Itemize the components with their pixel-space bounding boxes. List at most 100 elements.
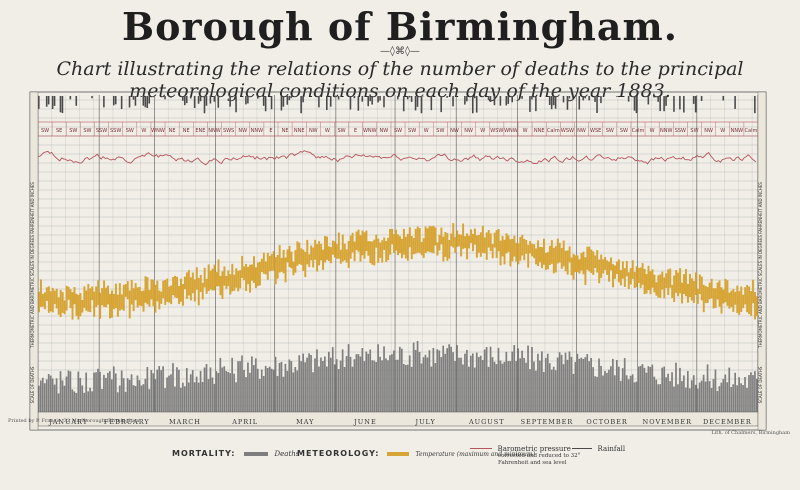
temperature-bar xyxy=(397,234,399,256)
temperature-bar xyxy=(178,286,181,305)
death-bar xyxy=(475,352,478,412)
temperature-bar xyxy=(130,279,133,305)
temperature-bar xyxy=(631,260,634,279)
temperature-bar xyxy=(608,261,611,282)
death-bar xyxy=(535,370,537,412)
temperature-bar xyxy=(406,233,409,261)
death-bar xyxy=(178,369,180,412)
temperature-bar xyxy=(436,242,439,256)
death-bar xyxy=(203,367,206,412)
temperature-bar xyxy=(681,282,684,304)
temperature-bar xyxy=(398,236,401,253)
temperature-bar xyxy=(219,275,222,296)
wind-label: Calm xyxy=(632,128,645,134)
temperature-bar xyxy=(43,292,46,310)
temperature-bar xyxy=(452,223,455,248)
death-bar xyxy=(663,366,665,412)
rainfall-bar xyxy=(288,96,291,101)
temperature-bar xyxy=(75,293,78,316)
rainfall-bar xyxy=(554,96,557,109)
wind-label: NW xyxy=(380,128,389,134)
wind-direction-row: SW SE SW SW SSW SSW SW W WNW NE NE ENE NNW SWS NW NNW E N… xyxy=(37,121,759,137)
rainfall-bar xyxy=(535,96,537,112)
death-bar xyxy=(442,345,445,412)
wind-label: WSW xyxy=(490,128,503,134)
wind-label: SE xyxy=(56,128,62,134)
death-bar xyxy=(160,370,162,412)
wind-label: Calm xyxy=(547,128,560,134)
month-label: APRIL xyxy=(231,418,258,426)
death-bar xyxy=(608,369,610,412)
temperature-bar xyxy=(544,252,547,270)
temperature-bar xyxy=(610,257,613,271)
rainfall-bar xyxy=(588,96,590,101)
temperature-bar xyxy=(49,291,52,312)
temperature-bar xyxy=(460,234,463,257)
temperature-bar xyxy=(288,245,291,268)
temperature-bar xyxy=(247,266,250,285)
temperature-bar xyxy=(164,279,167,305)
wind-label: W xyxy=(523,128,528,134)
death-bar xyxy=(434,363,437,412)
death-bar xyxy=(379,356,381,412)
death-bar xyxy=(643,367,646,412)
temperature-bar xyxy=(462,223,465,249)
temperature-bar xyxy=(627,272,630,290)
death-bar xyxy=(515,361,518,412)
death-bar xyxy=(93,372,95,412)
death-bar xyxy=(511,351,514,412)
temperature-bar xyxy=(542,238,545,265)
death-bar xyxy=(677,384,679,412)
death-bar xyxy=(629,375,632,412)
death-bar xyxy=(732,384,735,412)
death-bar xyxy=(602,375,604,412)
death-bar xyxy=(365,351,368,412)
death-bar xyxy=(746,387,748,412)
death-bar xyxy=(126,378,129,412)
death-bar xyxy=(649,366,652,412)
temperature-bar xyxy=(501,235,504,257)
rainfall-bar xyxy=(103,96,105,108)
death-bar xyxy=(395,359,397,412)
rainfall-bar xyxy=(487,96,490,100)
rainfall-bar xyxy=(353,96,356,99)
death-bar xyxy=(623,358,626,412)
rainfall-bar xyxy=(146,96,149,109)
death-bar xyxy=(655,379,658,412)
legend-pressure-label: Barometric pressure xyxy=(497,445,571,453)
death-bar xyxy=(298,355,301,412)
death-bar xyxy=(367,353,370,412)
death-bar xyxy=(679,367,681,412)
death-bar xyxy=(665,377,667,412)
death-bar xyxy=(537,353,539,412)
death-bar xyxy=(554,370,557,412)
rainfall-bar xyxy=(683,96,685,113)
death-bar xyxy=(683,375,685,412)
death-bar xyxy=(205,364,208,412)
death-bar xyxy=(651,364,654,412)
wind-label: SW xyxy=(41,128,49,134)
death-bar xyxy=(373,360,376,412)
temperature-bar xyxy=(706,287,709,303)
temperature-bar xyxy=(369,241,372,263)
death-bar xyxy=(483,349,486,412)
temperature-bar xyxy=(503,239,506,265)
rainfall-bar xyxy=(420,96,423,114)
death-bar xyxy=(422,357,425,412)
death-bar xyxy=(170,374,172,412)
death-bar xyxy=(659,384,662,412)
death-bar xyxy=(97,368,99,412)
temperature-bar xyxy=(343,243,346,261)
rainfall-bar xyxy=(193,96,196,108)
temperature-bar xyxy=(264,261,267,275)
temperature-bar xyxy=(748,286,751,315)
wind-label: Calm xyxy=(745,128,758,134)
temperature-bar xyxy=(438,234,441,251)
temperature-bar xyxy=(600,254,603,278)
temperature-bar xyxy=(324,236,326,263)
wind-label: NW xyxy=(309,128,318,134)
death-bar xyxy=(754,371,756,412)
death-bar xyxy=(114,373,117,412)
rainfall-bar xyxy=(452,96,454,107)
death-bar xyxy=(296,370,299,412)
